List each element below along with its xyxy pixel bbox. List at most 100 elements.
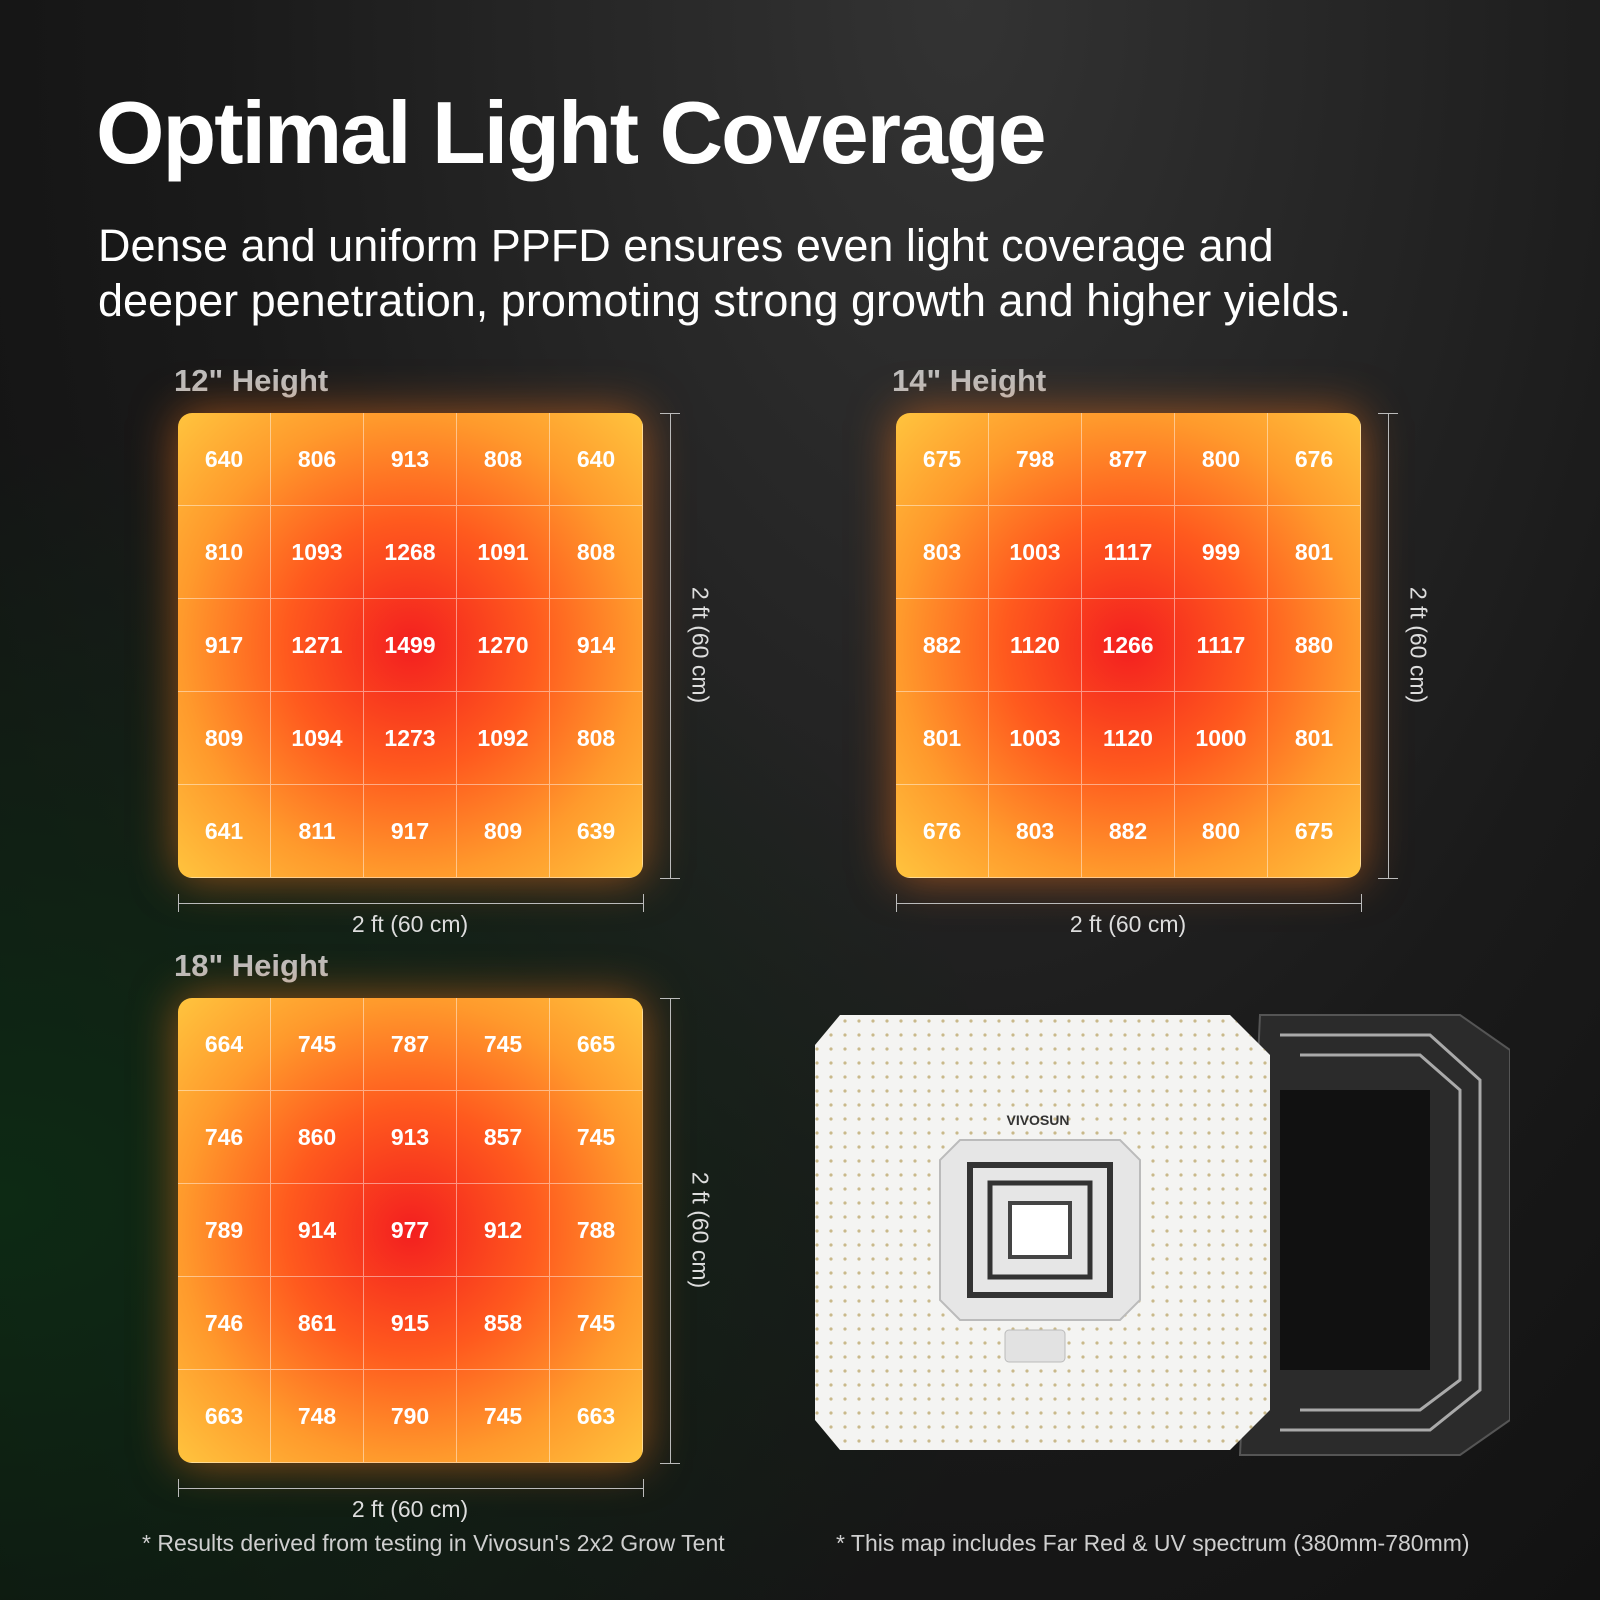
ppfd-cell: 1120 [989, 599, 1082, 692]
height-label: 2 ft (60 cm) [687, 586, 714, 704]
map-label: 12" Height [174, 363, 329, 398]
ppfd-cell: 800 [1175, 413, 1268, 506]
ppfd-cell: 640 [550, 413, 643, 506]
heatmap: 640 806 913 808 640 810 1093 1268 1091 808 917 1271… [178, 413, 643, 878]
ppfd-cell: 1120 [1082, 692, 1175, 785]
ppfd-cell: 746 [178, 1277, 271, 1370]
note: * Results derived from testing in Vivosu… [142, 1530, 725, 1556]
ppfd-cell: 860 [271, 1091, 364, 1184]
ppfd-cell: 1000 [1175, 692, 1268, 785]
heatmap: 664 745 787 745 665 746 860 913 857 745 789 914 977 9… [178, 998, 643, 1463]
ppfd-cell: 914 [550, 599, 643, 692]
dim-tick [1361, 894, 1362, 912]
ppfd-cell: 1092 [457, 692, 550, 785]
ppfd-cell: 861 [271, 1277, 364, 1370]
ppfd-cell: 1270 [457, 599, 550, 692]
ppfd-cell: 915 [364, 1277, 457, 1370]
width-label: 2 ft (60 cm) [351, 911, 469, 937]
ppfd-cell: 912 [457, 1184, 550, 1277]
ppfd-cell: 914 [271, 1184, 364, 1277]
ppfd-cell: 809 [178, 692, 271, 785]
ppfd-cell: 745 [550, 1091, 643, 1184]
ppfd-cell: 806 [271, 413, 364, 506]
ppfd-cell: 745 [550, 1277, 643, 1370]
dim-tick [643, 894, 644, 912]
ppfd-cell: 745 [457, 1370, 550, 1463]
height-dimension [1388, 413, 1389, 878]
ppfd-cell: 789 [178, 1184, 271, 1277]
ppfd-cell: 664 [178, 998, 271, 1091]
ppfd-cell: 801 [896, 692, 989, 785]
ppfd-cell: 1091 [457, 506, 550, 599]
ppfd-cell: 882 [1082, 785, 1175, 878]
ppfd-cell: 745 [271, 998, 364, 1091]
ppfd-cell: 1003 [989, 692, 1082, 785]
map-label: 18" Height [174, 948, 329, 983]
ppfd-cell: 811 [271, 785, 364, 878]
ppfd-cell: 1003 [989, 506, 1082, 599]
ppfd-cell: 999 [1175, 506, 1268, 599]
ppfd-cell: 1266 [1082, 599, 1175, 692]
ppfd-cell: 787 [364, 998, 457, 1091]
dim-tick [660, 1463, 680, 1464]
ppfd-cell: 663 [178, 1370, 271, 1463]
ppfd-cell: 857 [457, 1091, 550, 1184]
dim-tick [660, 413, 680, 414]
dim-tick [896, 894, 897, 912]
ppfd-cell: 675 [1268, 785, 1361, 878]
heatmap: 675 798 877 800 676 803 1003 1117 999 801 882 1120 1… [896, 413, 1361, 878]
height-label: 2 ft (60 cm) [687, 1171, 714, 1289]
ppfd-cell: 745 [457, 998, 550, 1091]
height-label: 2 ft (60 cm) [1405, 586, 1432, 704]
ppfd-cell: 1271 [271, 599, 364, 692]
ppfd-cell: 809 [457, 785, 550, 878]
ppfd-cell: 808 [550, 506, 643, 599]
ppfd-cell: 913 [364, 413, 457, 506]
ppfd-cell: 641 [178, 785, 271, 878]
ppfd-cell: 676 [896, 785, 989, 878]
height-dimension [670, 998, 671, 1463]
ppfd-cell: 676 [1268, 413, 1361, 506]
ppfd-cell: 1093 [271, 506, 364, 599]
ppfd-cell: 790 [364, 1370, 457, 1463]
ppfd-cell: 663 [550, 1370, 643, 1463]
ppfd-cell: 917 [364, 785, 457, 878]
dim-tick [178, 894, 179, 912]
ppfd-cell: 803 [989, 785, 1082, 878]
ppfd-cell: 917 [178, 599, 271, 692]
dim-tick [1378, 878, 1398, 879]
ppfd-cell: 803 [896, 506, 989, 599]
ppfd-cell: 746 [178, 1091, 271, 1184]
width-dimension [896, 903, 1361, 904]
ppfd-cell: 1499 [364, 599, 457, 692]
ppfd-cell: 1117 [1175, 599, 1268, 692]
ppfd-cell: 801 [1268, 506, 1361, 599]
dim-tick [660, 998, 680, 999]
width-label: 2 ft (60 cm) [351, 1496, 469, 1522]
product-image: VIVOSUN [815, 1014, 1510, 1456]
dim-tick [178, 1479, 179, 1497]
ppfd-cell: 913 [364, 1091, 457, 1184]
height-dimension [670, 413, 671, 878]
ppfd-cell: 808 [550, 692, 643, 785]
ppfd-cell: 748 [271, 1370, 364, 1463]
ppfd-cell: 808 [457, 413, 550, 506]
dim-tick [1378, 413, 1398, 414]
ppfd-cell: 1094 [271, 692, 364, 785]
width-label: 2 ft (60 cm) [1069, 911, 1187, 937]
note: * This map includes Far Red & UV spectru… [836, 1530, 1470, 1556]
dim-tick [660, 878, 680, 879]
ppfd-cell: 798 [989, 413, 1082, 506]
title: Optimal Light Coverage [96, 83, 1047, 182]
brand: VIVOSUN [1006, 1112, 1069, 1128]
width-dimension [178, 1488, 643, 1489]
subtitle: deeper penetration, promoting strong gro… [98, 275, 1352, 326]
ppfd-cell: 1273 [364, 692, 457, 785]
ppfd-cell: 1117 [1082, 506, 1175, 599]
ppfd-cell: 858 [457, 1277, 550, 1370]
ppfd-cell: 877 [1082, 413, 1175, 506]
ppfd-cell: 640 [178, 413, 271, 506]
ppfd-cell: 880 [1268, 599, 1361, 692]
ppfd-cell: 882 [896, 599, 989, 692]
